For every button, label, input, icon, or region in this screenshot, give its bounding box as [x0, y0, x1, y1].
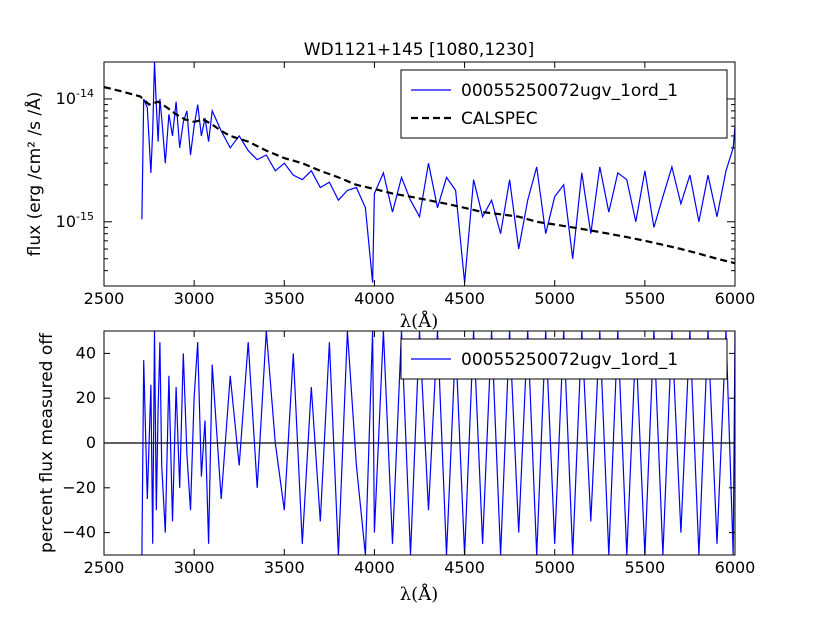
x-tick-label: 6000 — [715, 558, 756, 577]
x-tick-label: 3000 — [174, 289, 215, 308]
x-tick-label: 3500 — [264, 289, 305, 308]
y-tick-label: 10-15 — [56, 210, 94, 231]
x-tick-label: 3000 — [174, 558, 215, 577]
y-tick-label: 0 — [86, 433, 96, 452]
percent-x-axis-label: λ(Å) — [400, 583, 438, 605]
y-tick-label: −40 — [62, 523, 96, 542]
x-tick-label: 2500 — [84, 289, 125, 308]
y-tick-label: 40 — [76, 343, 96, 362]
percent-y-axis-label: percent flux measured off — [37, 332, 57, 553]
x-tick-label: 5500 — [624, 558, 665, 577]
series-line-measured — [141, 62, 735, 283]
legend-label: 00055250072ugv_1ord_1 — [461, 350, 678, 370]
series-line-calspec — [104, 86, 735, 265]
x-tick-label: 6000 — [715, 289, 756, 308]
percent-panel: 2500 3000 3500 4000 4500 5000 5500 6000 40 20 0 −2… — [37, 330, 756, 605]
flux-legend: 00055250072ugv_1ord_1 CALSPEC — [400, 69, 728, 139]
x-tick-label: 4000 — [354, 289, 395, 308]
chart-title: WD1121+145 [1080,1230] — [304, 40, 534, 60]
legend-box — [400, 69, 728, 139]
legend-label: 00055250072ugv_1ord_1 — [461, 81, 678, 101]
percent-legend: 00055250072ugv_1ord_1 — [400, 338, 728, 380]
flux-panel: WD1121+145 [1080,1230] 2500 3000 3500 4000 4… — [23, 40, 755, 332]
y-tick-label: 10-14 — [56, 87, 94, 108]
flux-y-axis-label: flux (erg /cm² /s /Å) — [23, 92, 45, 257]
legend-box — [400, 338, 728, 380]
x-tick-label: 3500 — [264, 558, 305, 577]
x-tick-label: 5000 — [534, 289, 575, 308]
x-tick-label: 4000 — [354, 558, 395, 577]
x-tick-label: 2500 — [84, 558, 125, 577]
x-tick-label: 4500 — [444, 289, 485, 308]
flux-x-axis-label: λ(Å) — [400, 310, 438, 332]
x-tick-label: 4500 — [444, 558, 485, 577]
x-tick-label: 5000 — [534, 558, 575, 577]
flux-plot-frame — [103, 61, 736, 287]
legend-label: CALSPEC — [461, 109, 538, 129]
y-tick-label: 20 — [76, 388, 96, 407]
y-tick-label: −20 — [62, 478, 96, 497]
x-tick-label: 5500 — [624, 289, 665, 308]
